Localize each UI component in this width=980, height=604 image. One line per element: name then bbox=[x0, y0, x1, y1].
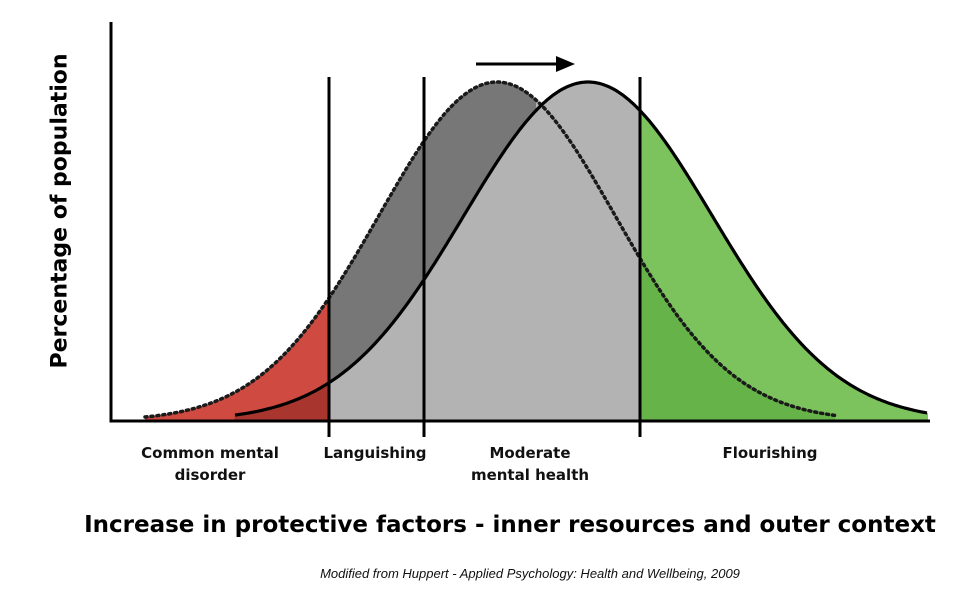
axes bbox=[109, 22, 930, 423]
arrow-head bbox=[556, 56, 575, 72]
category-label-line: disorder bbox=[174, 466, 246, 484]
region-moderate-mental-health bbox=[329, 82, 640, 421]
shift-arrow bbox=[476, 56, 575, 72]
source-citation: Modified from Huppert - Applied Psycholo… bbox=[320, 566, 740, 581]
distribution-curves bbox=[143, 80, 928, 419]
x-axis-label: Increase in protective factors - inner r… bbox=[84, 512, 936, 538]
category-label-line: Languishing bbox=[323, 444, 427, 462]
category-label-flourishing: Flourishing bbox=[690, 442, 850, 464]
shifted-distribution-curve bbox=[234, 80, 928, 417]
region-fills bbox=[145, 82, 928, 421]
region-common-mental-disorder bbox=[145, 298, 329, 421]
category-label-common-mental-disorder: Common mental disorder bbox=[130, 442, 290, 486]
y-axis-label: Percentage of population bbox=[47, 53, 73, 369]
region-flourishing-overlap bbox=[640, 258, 835, 421]
category-label-languishing: Languishing bbox=[315, 442, 435, 464]
category-dividers bbox=[327, 77, 642, 437]
category-label-line: Flourishing bbox=[722, 444, 818, 462]
original-distribution-curve bbox=[143, 80, 837, 419]
category-label-line: Moderate bbox=[489, 444, 571, 462]
region-common-mental-disorder-overlap bbox=[145, 382, 329, 421]
category-label-line: mental health bbox=[470, 466, 590, 484]
region-languishing-overlap bbox=[329, 82, 536, 383]
category-label-moderate-mental-health: Moderate mental health bbox=[455, 442, 605, 486]
region-flourishing bbox=[640, 110, 928, 421]
category-label-line: Common mental bbox=[141, 444, 279, 462]
